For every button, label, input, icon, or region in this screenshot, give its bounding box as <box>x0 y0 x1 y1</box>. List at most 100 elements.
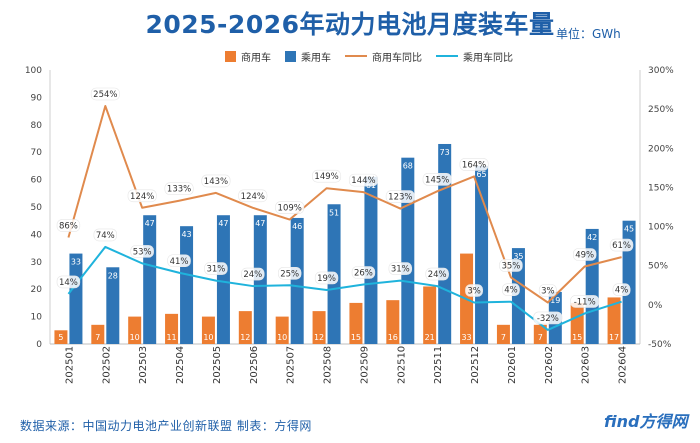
commercial-yoy-label: 164% <box>462 160 486 170</box>
passenger-bar-label: 43 <box>181 230 191 239</box>
commercial-bar <box>128 316 142 344</box>
passenger-yoy-line <box>67 245 622 331</box>
x-tick-label: 202505 <box>212 346 223 384</box>
passenger-bar <box>69 253 83 344</box>
y-left-tick-label: 60 <box>31 176 43 186</box>
commercial-yoy-label-bg <box>385 190 415 203</box>
commercial-yoy-label-bg <box>238 189 268 203</box>
passenger-bar <box>438 143 452 344</box>
commercial-yoy-label: 61% <box>612 241 631 251</box>
legend-swatch-passenger <box>285 50 296 62</box>
passenger-bar <box>290 217 304 344</box>
commercial-bar <box>533 324 547 344</box>
x-tick-label: 202602 <box>544 346 555 384</box>
passenger-bar <box>180 226 194 344</box>
legend-swatch-commercial <box>225 50 236 62</box>
commercial-bar-label: 15 <box>572 333 582 342</box>
commercial-bar-label: 10 <box>203 333 213 342</box>
commercial-yoy-label-bg <box>201 174 231 188</box>
legend-item-passenger-yoy: 乘用车同比 <box>436 49 513 64</box>
commercial-bar <box>312 311 326 344</box>
commercial-bar-label: 21 <box>425 333 435 342</box>
passenger-yoy-label: 31% <box>206 265 225 275</box>
passenger-bar-label: 33 <box>71 258 81 267</box>
x-tick-label: 202503 <box>138 346 149 384</box>
x-tick-label: 202502 <box>101 346 112 384</box>
commercial-yoy-label-bg <box>499 259 523 272</box>
commercial-bar <box>570 302 584 344</box>
commercial-yoy-label-bg <box>90 87 120 101</box>
commercial-bar-label: 12 <box>240 333 250 342</box>
commercial-yoy-line <box>67 105 622 304</box>
commercial-yoy-label: 35% <box>501 261 520 271</box>
commercial-yoy-label: 3% <box>541 287 555 297</box>
passenger-bar-label: 47 <box>145 219 155 228</box>
x-tick-label: 202604 <box>618 346 629 384</box>
passenger-bar-label: 28 <box>108 271 118 280</box>
x-tick-label: 202506 <box>249 346 260 384</box>
legend-item-commercial: 商用车 <box>225 49 271 64</box>
passenger-yoy-label-bg <box>465 284 483 297</box>
commercial-bar-label: 16 <box>388 333 398 342</box>
commercial-bar <box>496 324 510 344</box>
passenger-bar-label: 47 <box>218 219 228 228</box>
passenger-yoy-label-bg <box>277 266 302 280</box>
y-right-tick-label: 100% <box>648 223 674 233</box>
commercial-yoy-label-bg <box>348 173 378 187</box>
commercial-bar-label: 33 <box>461 333 471 342</box>
commercial-bar <box>165 313 179 344</box>
passenger-yoy-label-bg <box>167 254 191 268</box>
passenger-yoy-label: 14% <box>59 278 78 288</box>
passenger-bar-label: 65 <box>476 170 486 179</box>
y-right-tick-label: 50% <box>648 262 668 272</box>
commercial-yoy-label: 254% <box>93 90 117 100</box>
passenger-bar <box>401 157 415 344</box>
passenger-yoy-label-bg <box>56 275 81 289</box>
passenger-yoy-label: 74% <box>96 231 115 241</box>
passenger-yoy-label-bg <box>570 295 600 308</box>
y-left-tick-label: 100 <box>25 66 42 76</box>
y-left-tick-label: 0 <box>36 340 42 350</box>
y-right-tick-label: 150% <box>648 183 674 193</box>
commercial-yoy-label: 86% <box>59 222 78 232</box>
passenger-bar-label: 45 <box>624 225 634 234</box>
passenger-yoy-label: 53% <box>133 247 152 257</box>
commercial-yoy-label: 109% <box>278 204 302 214</box>
legend: 商用车 乘用车 商用车同比 乘用车同比 <box>225 48 513 64</box>
x-tick-label: 202603 <box>581 346 592 384</box>
passenger-bar <box>622 220 636 344</box>
legend-swatch-passenger-yoy <box>436 55 458 57</box>
passenger-bar <box>106 267 120 344</box>
commercial-yoy-label-bg <box>164 182 194 196</box>
legend-item-passenger: 乘用车 <box>285 49 331 64</box>
passenger-yoy-label-bg <box>502 283 520 297</box>
passenger-bar-label: 46 <box>292 222 302 231</box>
passenger-yoy-label-bg <box>314 271 339 285</box>
commercial-yoy-label-bg <box>459 158 489 171</box>
passenger-yoy-label-bg <box>612 283 631 297</box>
passenger-bar-label: 19 <box>550 296 560 305</box>
passenger-bar-label: 35 <box>513 252 523 261</box>
passenger-yoy-label-bg <box>388 262 413 275</box>
commercial-yoy-label: 143% <box>204 177 228 187</box>
y-right-tick-label: 250% <box>648 105 674 115</box>
y-left-tick-label: 10 <box>31 313 43 323</box>
commercial-yoy-label-bg <box>538 284 557 297</box>
commercial-bar <box>423 286 437 344</box>
y-right-tick-label: 300% <box>648 66 674 76</box>
passenger-yoy-label: 3% <box>467 287 481 297</box>
passenger-bar <box>364 176 378 344</box>
commercial-yoy-label: 149% <box>314 172 338 182</box>
legend-label-commercial: 商用车 <box>241 52 271 64</box>
commercial-yoy-label-bg <box>56 219 81 232</box>
legend-swatch-commercial-yoy <box>345 55 367 57</box>
passenger-bar <box>475 165 489 344</box>
y-left-tick-label: 80 <box>31 121 43 131</box>
passenger-yoy-label: 25% <box>280 269 299 279</box>
x-tick-label: 202508 <box>323 346 334 384</box>
passenger-yoy-label: -11% <box>574 297 596 307</box>
passenger-bar-label: 68 <box>403 162 413 171</box>
commercial-yoy-label: 124% <box>241 192 265 202</box>
passenger-bar-label: 47 <box>255 219 265 228</box>
